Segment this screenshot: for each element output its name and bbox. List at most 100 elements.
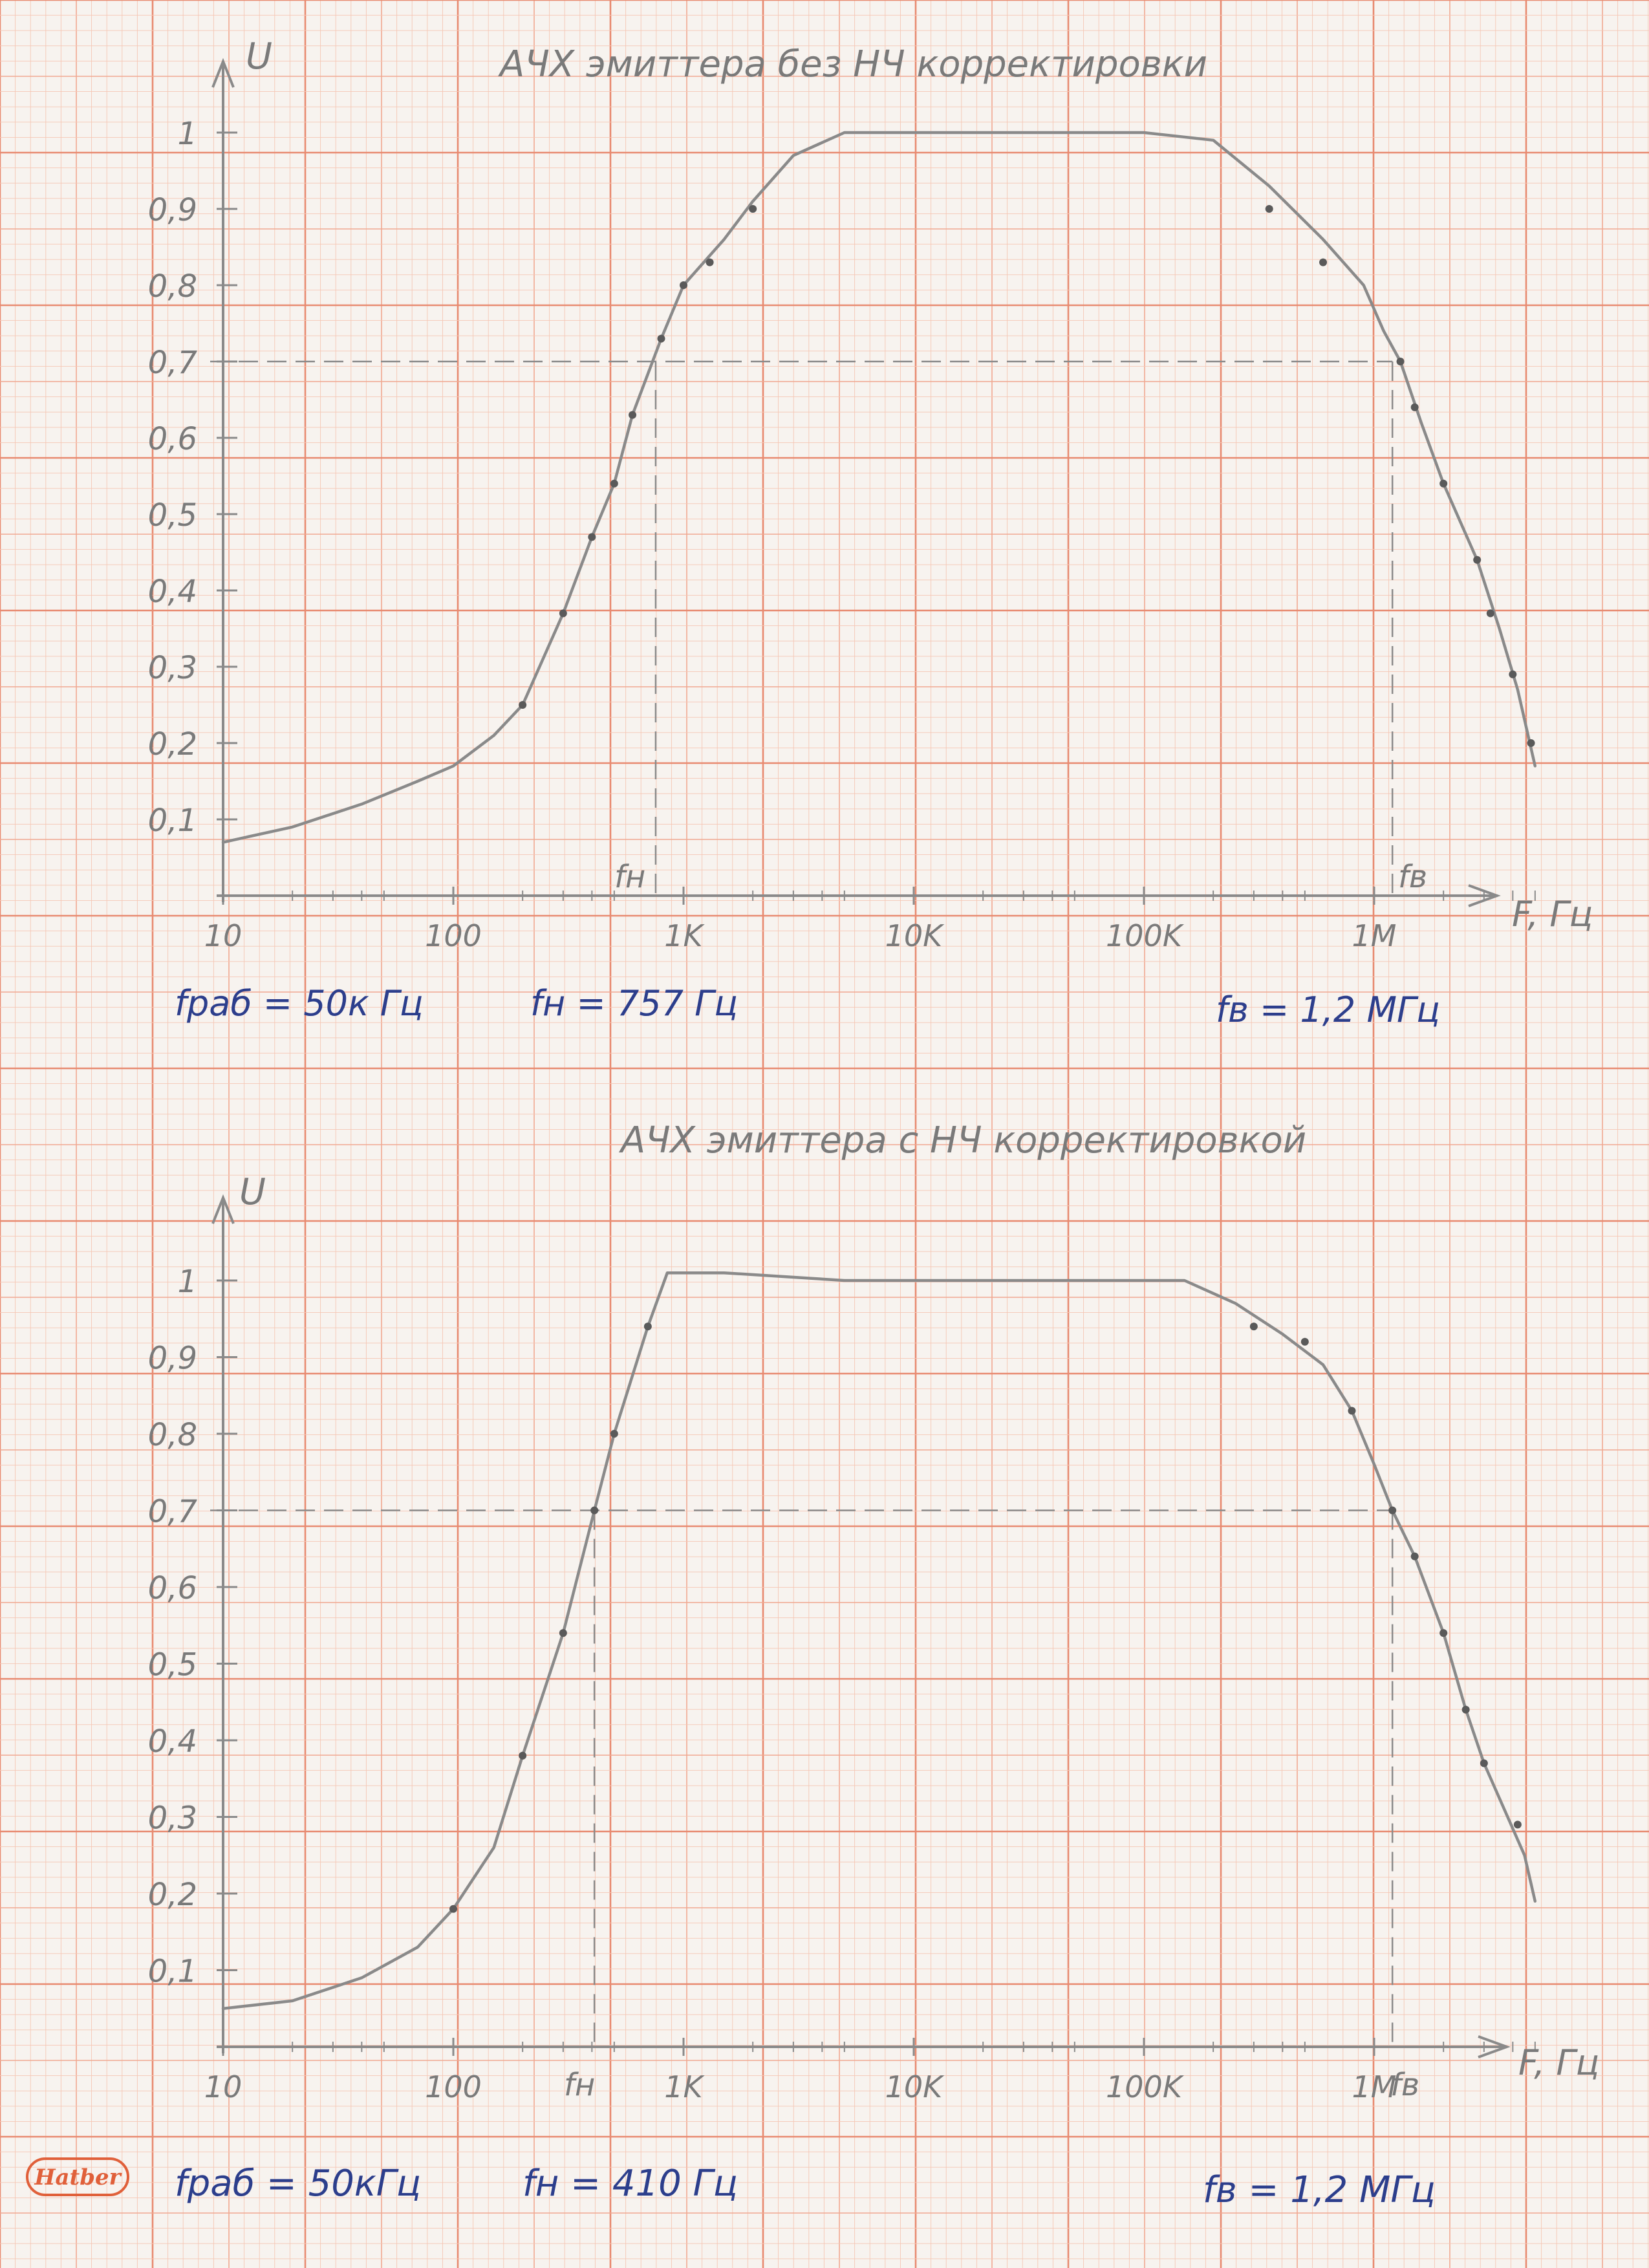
- chart-1-xlabel: F, Гц: [1512, 894, 1593, 934]
- y-tick-label: 0,9: [148, 192, 197, 228]
- x-axis-arrow: [1468, 884, 1501, 907]
- x-axis-arrow: [1478, 2035, 1511, 2058]
- y-tick-label: 0,6: [148, 421, 197, 457]
- chart-2-tick-labels: 0,1 0,2 0,3 0,4 0,5 0,6 0,7 0,8 0,9 1 10 100 1K 10K 10…: [148, 1264, 1536, 2104]
- data-point: [1410, 1552, 1419, 1561]
- chart-1-cutoff-lines: [210, 360, 1394, 896]
- y-tick-label: 0,1: [148, 803, 197, 839]
- chart-2-xlabel: F, Гц: [1518, 2042, 1599, 2083]
- data-point: [559, 609, 567, 618]
- x-tick-label: 100K: [1106, 2069, 1185, 2104]
- x-tick-label: 10K: [885, 918, 945, 953]
- data-point: [519, 701, 527, 709]
- y-tick-label: 0,4: [148, 1723, 197, 1760]
- data-point: [1348, 1407, 1356, 1415]
- data-point: [1461, 1705, 1470, 1714]
- x-tick-label: 10: [204, 918, 242, 953]
- y-tick-label: 0,7: [148, 345, 198, 381]
- hatber-logo-text: Hatber: [34, 2165, 122, 2190]
- y-tick-label: 1: [177, 1264, 197, 1300]
- y-tick-label: 0,2: [148, 726, 197, 762]
- data-point: [1486, 609, 1494, 618]
- data-point: [1249, 1323, 1258, 1331]
- chart-2-note-high: fв = 1,2 МГц: [1203, 2169, 1436, 2211]
- x-tick-label: 100: [425, 918, 482, 953]
- data-point: [657, 334, 665, 343]
- chart-2-marker-high-label: fв: [1390, 2067, 1419, 2103]
- data-point: [1300, 1337, 1309, 1346]
- data-point: [1513, 1820, 1522, 1829]
- y-tick-label: 0,8: [148, 1417, 197, 1453]
- x-tick-label: 1M: [1352, 2069, 1397, 2104]
- data-point: [1410, 403, 1419, 411]
- chart-1-curve: [221, 131, 1537, 844]
- y-axis-arrow: [211, 1194, 235, 1224]
- data-point: [1319, 258, 1328, 266]
- chart-2-note-gen: fраб = 50кГц: [175, 2163, 421, 2205]
- y-tick-label: 0,6: [148, 1570, 197, 1606]
- chart-2-title: АЧХ эмиттера с НЧ корректировкой: [619, 1119, 1306, 1161]
- y-tick-label: 1: [177, 116, 197, 152]
- x-tick-label: 1K: [664, 2069, 705, 2104]
- chart-2-curve: [221, 1271, 1537, 2011]
- data-point: [629, 411, 637, 419]
- data-point: [519, 1751, 527, 1760]
- chart-1-tick-labels: 0,1 0,2 0,3 0,4 0,5 0,6 0,7 0,8 0,9 1 10 100 1K 10K 10…: [148, 116, 1536, 953]
- chart-1-ylabel: U: [246, 36, 272, 78]
- data-point: [1509, 670, 1517, 678]
- data-point: [1396, 358, 1405, 365]
- chart-1-axes: [211, 58, 1501, 907]
- y-tick-label: 0,8: [148, 268, 197, 305]
- y-tick-label: 0,7: [148, 1494, 198, 1530]
- data-point: [1265, 205, 1273, 213]
- data-point: [559, 1629, 567, 1637]
- chart-1-title: АЧХ эмиттера без НЧ корректировки: [498, 43, 1207, 85]
- data-point: [749, 205, 757, 213]
- chart-2: АЧХ эмиттера с НЧ корректировкой 0,10,20…: [148, 1119, 1600, 2211]
- y-tick-label: 0,3: [148, 1800, 197, 1837]
- data-point: [1388, 1506, 1397, 1515]
- data-point: [706, 258, 714, 266]
- chart-2-note-low: fн = 410 Гц: [523, 2163, 738, 2205]
- chart-2-marker-low-label: fн: [564, 2067, 595, 2103]
- chart-1-note-high: fв = 1,2 МГц: [1216, 989, 1440, 1030]
- x-tick-label: 100: [425, 2069, 482, 2104]
- data-point: [610, 1430, 618, 1438]
- y-tick-label: 0,3: [148, 650, 197, 686]
- chart-2-points: [449, 1323, 1522, 1913]
- y-tick-label: 0,5: [148, 1647, 197, 1683]
- y-tick-label: 0,5: [148, 497, 197, 534]
- x-tick-label: 1K: [664, 918, 705, 953]
- response-curve: [221, 131, 1537, 844]
- data-point: [588, 533, 596, 541]
- chart-1: АЧХ эмиттера без НЧ корректировки 0,1 0,2…: [148, 36, 1593, 1030]
- hatber-logo: Hatber: [26, 2157, 129, 2196]
- x-tick-label: 10: [204, 2069, 242, 2104]
- y-tick-label: 0,9: [148, 1341, 197, 1377]
- data-point: [590, 1506, 599, 1515]
- response-curve: [221, 1271, 1537, 2011]
- chart-1-note-low: fн = 757 Гц: [530, 983, 738, 1024]
- chart-1-marker-low-label: fн: [614, 859, 645, 895]
- x-tick-label: 100K: [1106, 918, 1185, 953]
- x-tick-label: 10K: [885, 2069, 945, 2104]
- data-point: [1473, 556, 1482, 564]
- x-tick-label: 1M: [1352, 918, 1397, 953]
- y-tick-label: 0,1: [148, 1954, 197, 1990]
- data-point: [643, 1323, 652, 1331]
- y-tick-label: 0,4: [148, 574, 197, 610]
- chart-1-points: [519, 205, 1535, 747]
- data-point: [1439, 1629, 1448, 1637]
- chart-1-note-gen: fраб = 50к Гц: [175, 983, 424, 1024]
- data-point: [449, 1905, 457, 1913]
- data-point: [680, 281, 687, 289]
- chart-2-cutoff-lines: [210, 1509, 1394, 2047]
- data-point: [1480, 1759, 1488, 1767]
- chart-2-ylabel: U: [239, 1171, 266, 1213]
- y-axis-arrow: [211, 58, 235, 88]
- data-point: [1527, 739, 1535, 747]
- data-point: [1439, 479, 1448, 488]
- y-tick-label: 0,2: [148, 1877, 197, 1913]
